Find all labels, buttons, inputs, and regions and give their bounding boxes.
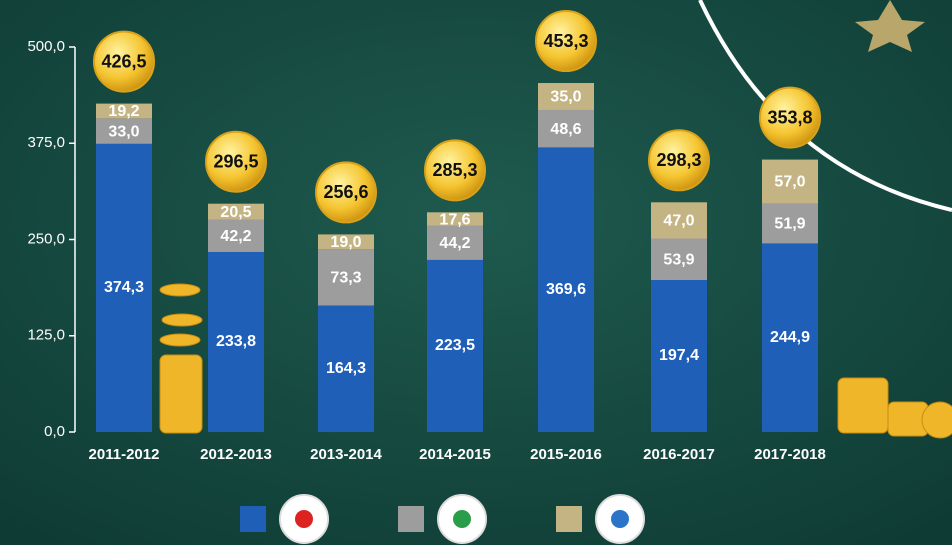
legend <box>240 494 645 544</box>
value-label: 19,2 <box>108 103 139 120</box>
total-coin <box>205 130 267 193</box>
value-label: 374,3 <box>104 279 144 296</box>
x-tick-label: 2015-2016 <box>530 446 602 463</box>
legend-logo-mark <box>453 510 471 528</box>
value-label: 244,9 <box>770 329 810 346</box>
total-label: 453,3 <box>543 31 588 51</box>
total-label: 298,3 <box>656 150 701 170</box>
bar-segment <box>762 243 818 432</box>
bar-segment <box>318 234 374 250</box>
bar-segment <box>651 202 707 239</box>
total-coin <box>424 139 486 202</box>
bar-segment <box>762 159 818 204</box>
value-label: 57,0 <box>774 174 805 191</box>
value-label: 48,6 <box>550 121 581 138</box>
value-label: 233,8 <box>216 333 256 350</box>
bar-segment <box>427 212 483 226</box>
coin-stack <box>159 283 952 439</box>
value-label: 33,0 <box>108 123 139 140</box>
bar-segment <box>651 238 707 281</box>
total-label: 296,5 <box>213 151 258 171</box>
x-tick-label: 2016-2017 <box>643 446 715 463</box>
bar-segment <box>96 118 152 144</box>
value-label: 164,3 <box>326 360 366 377</box>
y-tick-label: 250,0 <box>27 230 65 247</box>
value-label: 44,2 <box>439 235 470 252</box>
total-label: 353,8 <box>767 107 812 127</box>
y-tick-label: 375,0 <box>27 134 65 151</box>
x-tick-label: 2017-2018 <box>754 446 826 463</box>
total-label: 285,3 <box>432 160 477 180</box>
legend-logo-mark <box>295 510 313 528</box>
y-tick-label: 125,0 <box>27 327 65 344</box>
bar-segment <box>538 83 594 110</box>
value-label: 223,5 <box>435 337 475 354</box>
bar-segment <box>318 249 374 306</box>
legend-logo-mark <box>611 510 629 528</box>
bar-segment <box>651 280 707 432</box>
y-tick-label: 500,0 <box>27 38 65 55</box>
bar-segment <box>318 305 374 432</box>
bar-segment <box>762 203 818 244</box>
x-tick-label: 2012-2013 <box>200 446 272 463</box>
value-label: 73,3 <box>330 269 361 286</box>
bar-segment <box>208 251 264 432</box>
value-label: 17,6 <box>439 211 470 228</box>
total-label: 256,6 <box>323 182 368 202</box>
value-label: 53,9 <box>663 251 694 268</box>
total-coin <box>648 129 710 192</box>
total-coin <box>535 10 597 73</box>
total-label: 426,5 <box>101 51 146 71</box>
legend-swatch <box>240 506 266 532</box>
x-tick-label: 2011-2012 <box>89 446 160 463</box>
total-coin <box>315 161 377 224</box>
value-label: 369,6 <box>546 281 586 298</box>
value-label: 35,0 <box>550 89 581 106</box>
legend-swatch <box>398 506 424 532</box>
bar-segment <box>208 219 264 252</box>
bar-segment <box>538 109 594 148</box>
legend-swatch <box>556 506 582 532</box>
star <box>855 0 925 52</box>
bar-segment <box>96 143 152 432</box>
bar-segment <box>427 259 483 432</box>
value-label: 19,0 <box>330 234 361 251</box>
total-coin <box>93 30 155 93</box>
bar-segment <box>96 103 152 119</box>
total-coin <box>759 86 821 149</box>
bar-segment <box>208 203 264 220</box>
value-label: 47,0 <box>663 213 694 230</box>
value-label: 20,5 <box>220 204 251 221</box>
bar-segment <box>538 147 594 432</box>
value-label: 197,4 <box>659 347 699 364</box>
value-label: 51,9 <box>774 216 805 233</box>
bar-segment <box>427 225 483 260</box>
y-tick-label: 0,0 <box>44 423 65 440</box>
value-label: 42,2 <box>220 228 251 245</box>
x-tick-label: 2014-2015 <box>419 446 491 463</box>
x-tick-label: 2013-2014 <box>310 446 382 463</box>
